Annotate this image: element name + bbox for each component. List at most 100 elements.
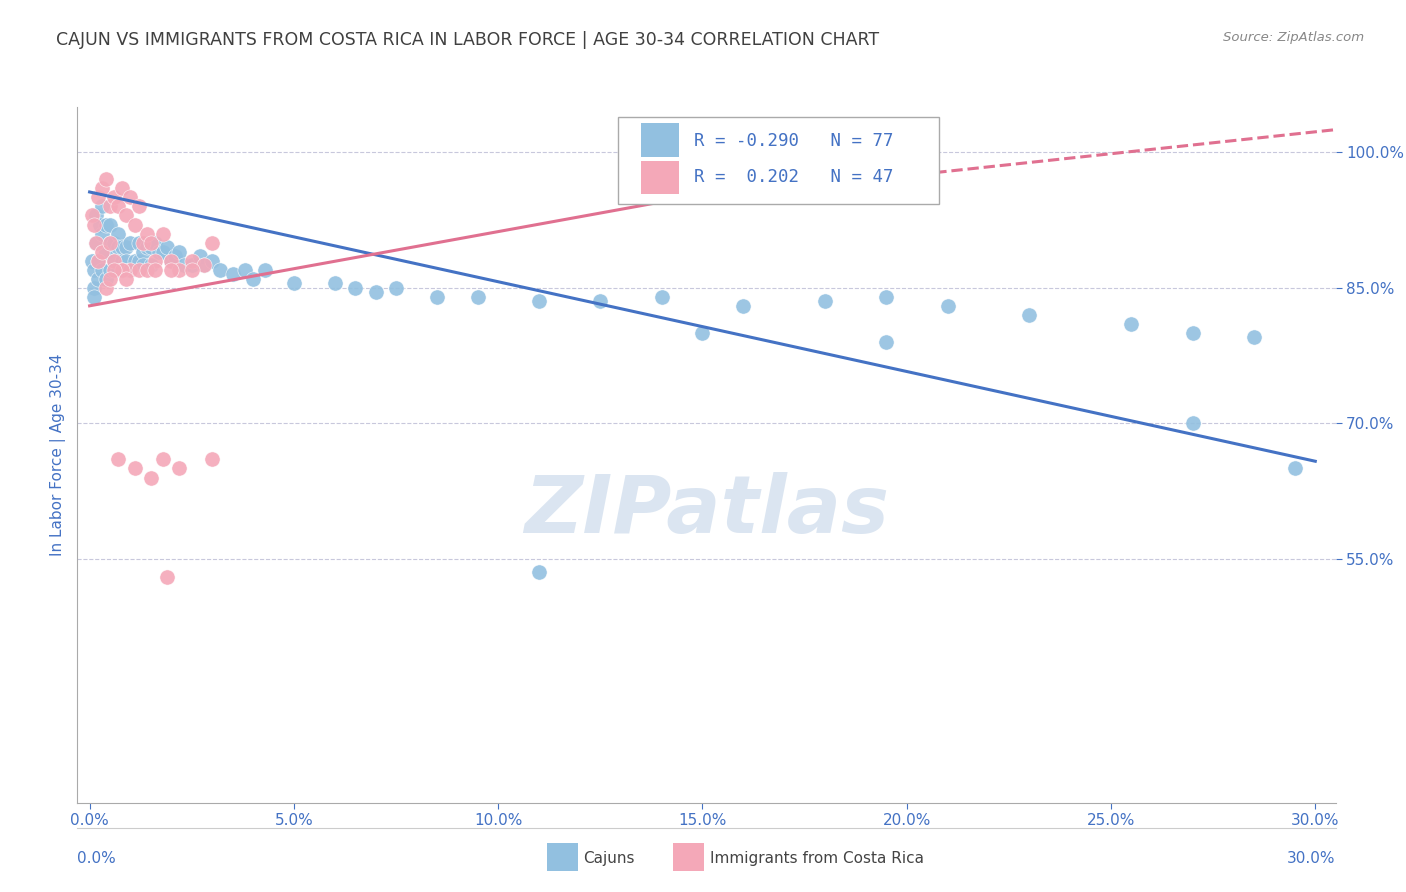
Point xyxy=(135,240,157,254)
Point xyxy=(115,209,138,223)
Text: R = -0.290   N = 77: R = -0.290 N = 77 xyxy=(695,131,893,150)
Point xyxy=(111,181,134,195)
Point xyxy=(124,218,146,232)
Point xyxy=(283,277,305,291)
Point xyxy=(173,258,195,272)
Point xyxy=(98,271,121,285)
Point xyxy=(87,190,110,204)
Point xyxy=(94,218,117,232)
FancyBboxPatch shape xyxy=(641,161,679,194)
Point xyxy=(83,262,105,277)
Point xyxy=(128,262,150,277)
Point xyxy=(385,281,408,295)
Point xyxy=(527,566,550,580)
Point xyxy=(156,240,179,254)
Point xyxy=(188,249,211,263)
Point xyxy=(128,199,150,213)
Point xyxy=(111,240,134,254)
Point xyxy=(98,235,121,250)
Text: 30.0%: 30.0% xyxy=(1288,851,1336,865)
Point xyxy=(115,253,138,268)
Point xyxy=(84,235,107,250)
Point xyxy=(148,244,170,259)
Point xyxy=(103,253,125,268)
Point xyxy=(135,262,157,277)
Text: Immigrants from Costa Rica: Immigrants from Costa Rica xyxy=(710,851,924,865)
Point xyxy=(115,271,138,285)
Point xyxy=(1181,417,1204,431)
Point xyxy=(180,253,202,268)
Point xyxy=(83,281,105,295)
Point xyxy=(94,281,117,295)
Point xyxy=(103,190,125,204)
Point xyxy=(221,267,243,281)
Point xyxy=(936,299,959,313)
Point xyxy=(143,262,166,277)
Point xyxy=(233,262,256,277)
Point xyxy=(94,271,117,285)
Point xyxy=(131,235,153,250)
Point xyxy=(90,262,112,277)
FancyBboxPatch shape xyxy=(619,118,939,204)
Point xyxy=(128,235,150,250)
Point xyxy=(323,277,346,291)
Point xyxy=(120,262,142,277)
Point xyxy=(169,262,191,277)
Point xyxy=(103,253,125,268)
Point xyxy=(814,294,837,309)
Point xyxy=(180,262,202,277)
Point xyxy=(139,470,162,484)
Point xyxy=(131,258,153,272)
Point xyxy=(83,290,105,304)
Point xyxy=(364,285,387,300)
Text: CAJUN VS IMMIGRANTS FROM COSTA RICA IN LABOR FORCE | AGE 30-34 CORRELATION CHART: CAJUN VS IMMIGRANTS FROM COSTA RICA IN L… xyxy=(56,31,879,49)
Point xyxy=(107,240,129,254)
Point xyxy=(180,258,202,272)
Point xyxy=(169,461,191,475)
Point xyxy=(152,227,174,241)
Point xyxy=(156,570,179,584)
Point xyxy=(89,218,111,232)
Point xyxy=(90,227,112,241)
Point xyxy=(1181,326,1204,340)
Point xyxy=(84,235,107,250)
Text: ZIPatlas: ZIPatlas xyxy=(524,472,889,549)
Point xyxy=(120,235,142,250)
Point xyxy=(84,209,107,223)
Point xyxy=(107,262,129,277)
Point xyxy=(98,262,121,277)
Point xyxy=(152,452,174,467)
Point xyxy=(201,452,224,467)
Point xyxy=(107,452,129,467)
Point xyxy=(1243,330,1265,344)
Point xyxy=(242,271,264,285)
Point xyxy=(201,235,224,250)
Y-axis label: In Labor Force | Age 30-34: In Labor Force | Age 30-34 xyxy=(51,353,66,557)
Point xyxy=(1284,461,1306,475)
Point xyxy=(875,334,897,349)
Point xyxy=(152,244,174,259)
Point xyxy=(111,262,134,277)
Point xyxy=(124,461,146,475)
Text: R =  0.202   N = 47: R = 0.202 N = 47 xyxy=(695,169,893,186)
Point xyxy=(94,244,117,259)
Point xyxy=(527,294,550,309)
Point xyxy=(467,290,489,304)
Point xyxy=(128,253,150,268)
Text: 0.0%: 0.0% xyxy=(77,851,117,865)
Point xyxy=(135,227,157,241)
Point xyxy=(107,199,129,213)
Point xyxy=(98,218,121,232)
Point xyxy=(87,253,110,268)
Point xyxy=(90,199,112,213)
Point xyxy=(143,235,166,250)
Point xyxy=(733,299,755,313)
Point xyxy=(143,253,166,268)
Point xyxy=(87,271,110,285)
Text: Cajuns: Cajuns xyxy=(583,851,636,865)
Point xyxy=(1018,308,1040,322)
Point xyxy=(103,262,125,277)
Text: Source: ZipAtlas.com: Source: ZipAtlas.com xyxy=(1223,31,1364,45)
Point xyxy=(651,290,673,304)
Point xyxy=(160,262,183,277)
